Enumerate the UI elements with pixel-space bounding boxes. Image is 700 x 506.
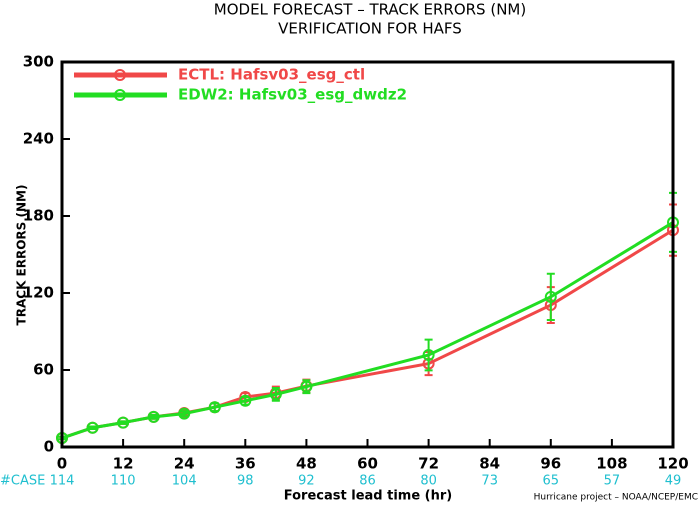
x-tick-label: 36 [235,455,256,473]
legend-label: EDW2: Hafsv03_esg_dwdz2 [178,86,407,104]
case-label: #CASE [0,474,45,489]
x-axis-label: Forecast lead time (hr) [284,489,452,504]
x-tick-label: 60 [357,455,378,473]
x-tick-label: 72 [418,455,439,473]
point [86,421,99,434]
point [422,348,435,361]
y-tick-label: 240 [23,130,54,148]
x-tick-label: 24 [174,455,195,473]
error-bar [119,420,128,425]
point [300,380,313,393]
error-bar [88,425,97,431]
point [117,416,130,429]
series-line [61,221,674,440]
x-tick-label: 0 [57,455,67,473]
legend-marker [114,69,126,81]
error-bar [149,413,158,420]
x-tick-label: 96 [540,455,561,473]
case-count: 57 [604,474,621,489]
x-tick-label: 48 [296,455,317,473]
y-tick-label: 60 [33,361,54,379]
point [544,290,557,303]
y-tick-label: 180 [23,207,54,225]
error-bar [180,410,189,418]
x-tick-label: 84 [479,455,500,473]
y-tick-label: 120 [23,284,54,302]
case-count: 114 [50,474,75,489]
plot-frame [60,60,675,449]
error-bar [546,272,555,321]
y-tick-label: 300 [23,53,54,71]
case-count: 98 [237,474,254,489]
case-count: 92 [298,474,315,489]
point [147,410,160,423]
case-count: 104 [172,474,197,489]
legend-marker [114,89,126,101]
point [178,407,191,420]
case-count: 65 [543,474,560,489]
y-axis-label: TRACK ERRORS (NM) [15,185,29,326]
point [269,388,282,401]
footer: Hurricane project – NOAA/NCEP/EMC [534,493,698,503]
case-count: 73 [481,474,498,489]
y-tick-label: 0 [44,438,54,456]
case-count: 86 [359,474,376,489]
case-count: 110 [111,474,136,489]
series-line [61,228,674,440]
legend-label: ECTL: Hafsv03_esg_ctl [178,66,365,84]
case-count: 49 [665,474,682,489]
x-tick-label: 12 [113,455,134,473]
point [239,394,252,407]
case-count: 80 [420,474,437,489]
x-tick-label: 120 [657,455,688,473]
chart-subtitle: VERIFICATION FOR HAFS [278,20,462,38]
chart-title: MODEL FORECAST – TRACK ERRORS (NM) [214,1,526,19]
point [208,401,221,414]
error-bar [424,338,433,372]
x-tick-label: 108 [596,455,627,473]
